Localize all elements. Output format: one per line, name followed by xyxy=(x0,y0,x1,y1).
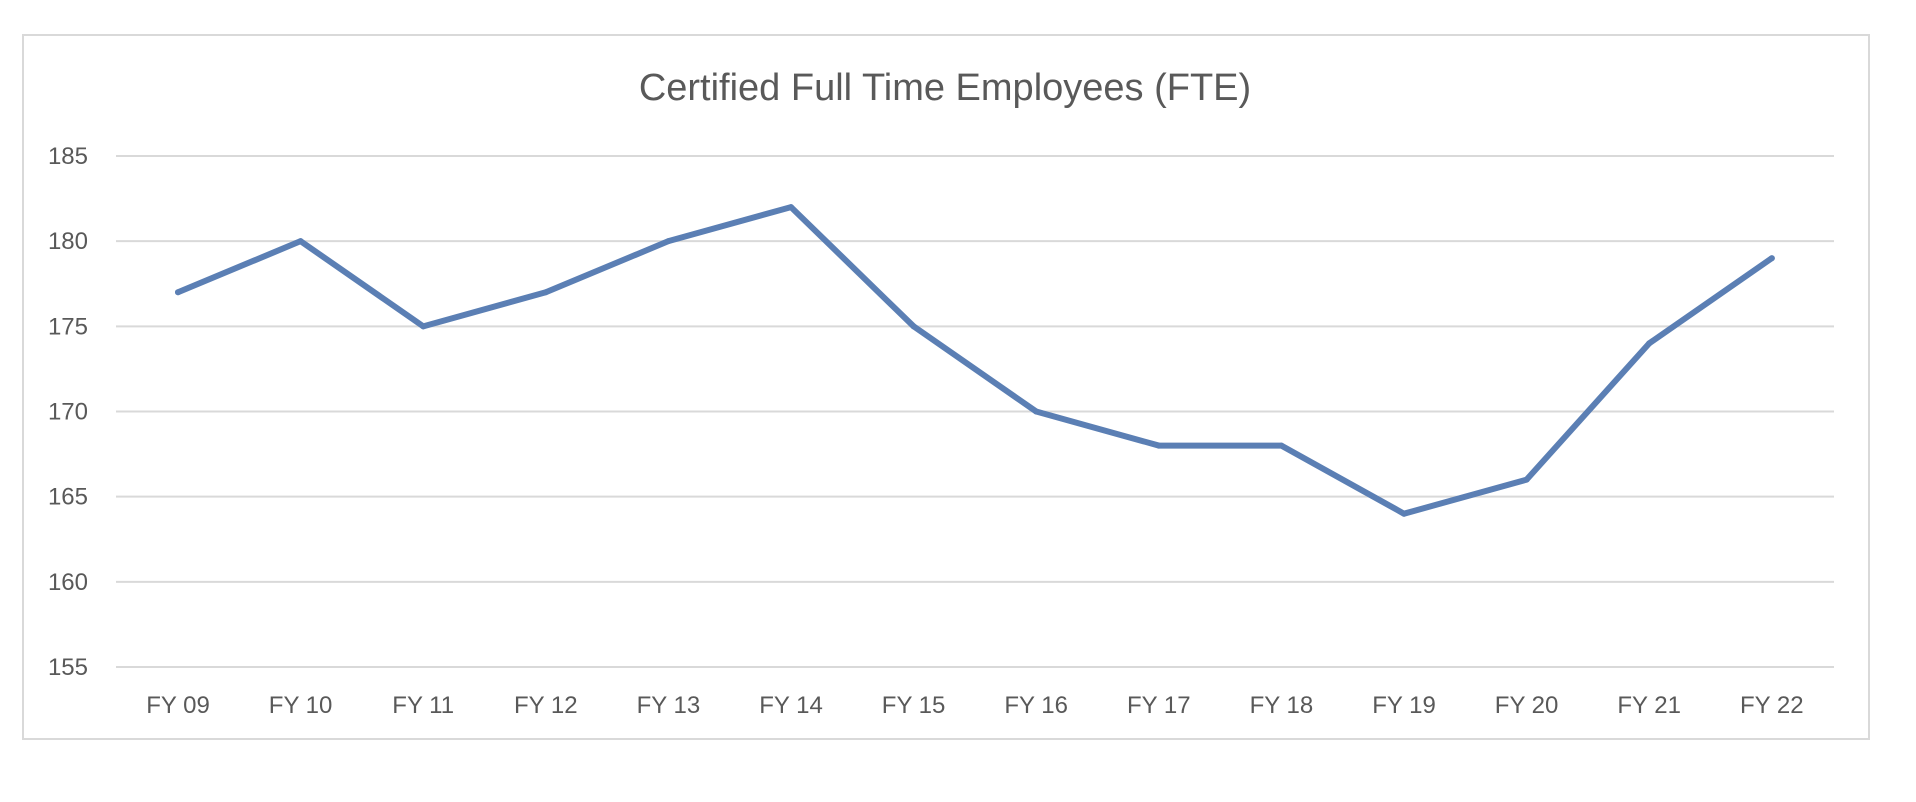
x-axis-ticks: FY 09 FY 10 FY 11 FY 12 FY 13 FY 14 FY 15 FY 16… xyxy=(146,692,1803,719)
y-tick-label: 185 xyxy=(48,143,88,170)
data-point xyxy=(1278,442,1285,449)
chart-frame xyxy=(22,34,1870,740)
x-tick-label: FY 22 xyxy=(1740,692,1804,719)
y-tick-label: 155 xyxy=(48,654,88,681)
data-point xyxy=(1646,340,1653,347)
x-tick-label: FY 15 xyxy=(882,692,946,719)
x-tick-label: FY 09 xyxy=(146,692,210,719)
data-point xyxy=(175,289,181,296)
y-axis-ticks: 155 160 165 170 175 180 185 xyxy=(48,143,88,681)
x-tick-label: FY 12 xyxy=(514,692,578,719)
y-tick-label: 175 xyxy=(48,313,88,340)
data-point xyxy=(297,238,304,245)
y-tick-label: 170 xyxy=(48,399,88,426)
data-point xyxy=(1523,476,1530,483)
x-tick-label: FY 18 xyxy=(1250,692,1314,719)
data-point xyxy=(1401,510,1407,517)
data-point xyxy=(542,289,549,296)
data-point xyxy=(1155,442,1162,449)
data-point xyxy=(1033,408,1040,415)
series-line xyxy=(175,204,1775,517)
y-tick-label: 160 xyxy=(48,569,88,596)
data-point xyxy=(788,204,794,211)
data-point xyxy=(665,238,672,245)
chart-title: Certified Full Time Employees (FTE) xyxy=(639,67,1251,109)
gridlines xyxy=(116,155,1834,668)
y-tick-label: 180 xyxy=(48,228,88,255)
x-tick-label: FY 21 xyxy=(1617,692,1681,719)
data-point xyxy=(1768,255,1775,262)
x-tick-label: FY 10 xyxy=(269,692,333,719)
x-tick-label: FY 20 xyxy=(1495,692,1559,719)
data-point xyxy=(420,323,427,330)
data-point xyxy=(910,323,917,330)
x-tick-label: FY 11 xyxy=(392,692,454,719)
x-tick-label: FY 14 xyxy=(759,692,823,719)
y-tick-label: 165 xyxy=(48,484,88,511)
x-tick-label: FY 16 xyxy=(1004,692,1068,719)
x-tick-label: FY 13 xyxy=(637,692,701,719)
x-tick-label: FY 19 xyxy=(1372,692,1436,719)
x-tick-label: FY 17 xyxy=(1127,692,1191,719)
series-layer xyxy=(175,204,1775,517)
